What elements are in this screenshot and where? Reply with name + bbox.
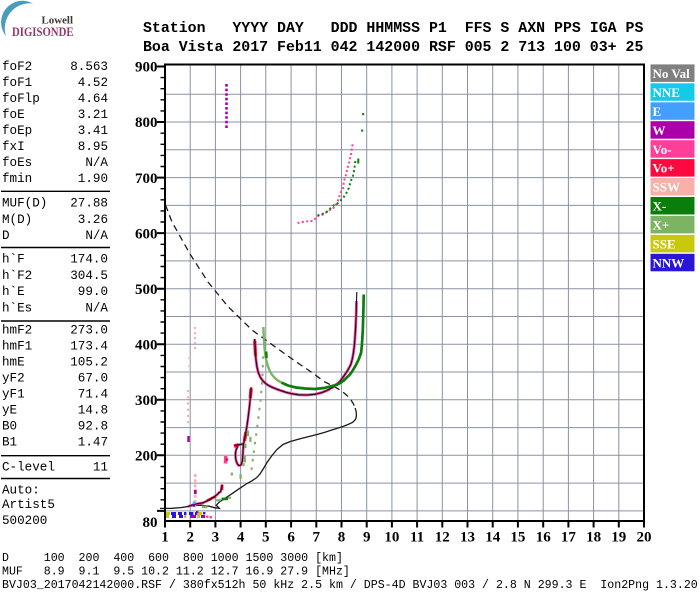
svg-text:27.88: 27.88: [70, 197, 108, 211]
svg-text:h`F: h`F: [2, 253, 25, 267]
svg-text:NNE: NNE: [653, 85, 680, 100]
svg-text:h`F2: h`F2: [2, 269, 32, 283]
svg-text:4: 4: [237, 530, 245, 546]
svg-text:X+: X+: [653, 218, 670, 233]
svg-text:1: 1: [161, 530, 169, 546]
svg-text:N/A: N/A: [85, 301, 108, 315]
svg-text:300: 300: [135, 393, 158, 409]
svg-text:11: 11: [410, 530, 424, 546]
svg-text:80: 80: [143, 515, 158, 531]
svg-text:10: 10: [384, 530, 399, 546]
svg-text:foF2: foF2: [2, 60, 32, 74]
svg-text:Boa Vista 2017 Feb11 042 14200: Boa Vista 2017 Feb11 042 142000 RSF 005 …: [143, 40, 643, 56]
svg-text:16: 16: [536, 530, 552, 546]
svg-text:Artist5: Artist5: [2, 498, 55, 512]
svg-text:MUF(D): MUF(D): [2, 197, 47, 211]
svg-text:foEp: foEp: [2, 124, 32, 138]
svg-text:X-: X-: [653, 199, 667, 214]
svg-text:400: 400: [135, 337, 158, 353]
svg-text:M(D): M(D): [2, 213, 32, 227]
svg-text:1.47: 1.47: [78, 435, 108, 449]
svg-text:8: 8: [338, 530, 346, 546]
svg-text:1.90: 1.90: [78, 172, 108, 186]
svg-text:DIGISONDE: DIGISONDE: [12, 25, 74, 39]
svg-text:71.4: 71.4: [78, 388, 108, 402]
svg-text:3: 3: [212, 530, 220, 546]
svg-text:foF1: foF1: [2, 76, 32, 90]
svg-text:19: 19: [611, 530, 626, 546]
svg-text:13: 13: [460, 530, 475, 546]
svg-text:3.26: 3.26: [78, 213, 108, 227]
svg-text:800: 800: [135, 115, 158, 131]
svg-text:foEs: foEs: [2, 156, 32, 170]
svg-text:Station YYYY DAY DDD HHMMS: Station YYYY DAY DDD HHMMSS P1 FFS S AXN…: [143, 21, 643, 37]
svg-text:BVJ03_2017042142000.RSF / 380f: BVJ03_2017042142000.RSF / 380fx512h 50 k…: [2, 579, 698, 592]
svg-text:173.4: 173.4: [70, 340, 108, 354]
svg-text:700: 700: [135, 171, 158, 187]
svg-text:500: 500: [135, 282, 158, 298]
svg-text:8.95: 8.95: [78, 140, 108, 154]
svg-text:Auto:: Auto:: [2, 483, 40, 497]
svg-text:hmE: hmE: [2, 356, 25, 370]
svg-text:105.2: 105.2: [70, 356, 108, 370]
svg-text:18: 18: [586, 530, 601, 546]
svg-text:h`Es: h`Es: [2, 301, 32, 315]
svg-text:W: W: [653, 123, 666, 138]
svg-text:No Val: No Val: [653, 66, 691, 81]
svg-text:500200: 500200: [2, 514, 47, 528]
svg-text:273.0: 273.0: [70, 324, 108, 338]
svg-text:12: 12: [435, 530, 450, 546]
svg-text:2: 2: [186, 530, 194, 546]
svg-text:92.8: 92.8: [78, 419, 108, 433]
svg-text:3.21: 3.21: [78, 108, 108, 122]
svg-text:6: 6: [287, 530, 295, 546]
svg-text:C-level: C-level: [2, 461, 55, 475]
svg-text:99.0: 99.0: [78, 285, 108, 299]
svg-text:900: 900: [135, 60, 158, 76]
svg-text:20: 20: [637, 530, 652, 546]
svg-text:200: 200: [135, 449, 158, 465]
svg-text:67.0: 67.0: [78, 372, 108, 386]
svg-text:yF1: yF1: [2, 388, 25, 402]
svg-text:B0: B0: [2, 419, 17, 433]
svg-text:fxI: fxI: [2, 140, 25, 154]
svg-text:304.5: 304.5: [70, 269, 108, 283]
svg-text:N/A: N/A: [85, 156, 108, 170]
svg-text:174.0: 174.0: [70, 253, 108, 267]
svg-text:14: 14: [485, 530, 501, 546]
svg-text:hmF2: hmF2: [2, 324, 32, 338]
svg-text:MUF 8.9 9.1 9.5 10.2 11.2: MUF 8.9 9.1 9.5 10.2 11.2 12.7 16.9 27.9…: [2, 566, 350, 579]
svg-text:hmF1: hmF1: [2, 340, 32, 354]
svg-text:11: 11: [93, 461, 108, 475]
svg-text:SSE: SSE: [653, 237, 676, 252]
svg-text:E: E: [653, 104, 662, 119]
svg-text:yF2: yF2: [2, 372, 25, 386]
svg-text:N/A: N/A: [85, 229, 108, 243]
svg-text:B1: B1: [2, 435, 17, 449]
svg-text:D: D: [2, 229, 10, 243]
svg-text:14.8: 14.8: [78, 404, 108, 418]
svg-text:600: 600: [135, 226, 158, 242]
svg-text:NNW: NNW: [653, 255, 685, 270]
svg-text:D 100 200 400 600 800: D 100 200 400 600 800 1000 1500 3000 [km…: [2, 552, 343, 565]
svg-text:yE: yE: [2, 404, 17, 418]
svg-text:4.64: 4.64: [78, 92, 108, 106]
svg-text:9: 9: [363, 530, 371, 546]
svg-text:foFlp: foFlp: [2, 92, 40, 106]
svg-text:4.52: 4.52: [78, 76, 108, 90]
svg-text:5: 5: [262, 530, 270, 546]
svg-text:Vo+: Vo+: [653, 161, 675, 176]
svg-text:Lowell: Lowell: [42, 15, 74, 27]
svg-text:foE: foE: [2, 108, 25, 122]
svg-text:7: 7: [313, 530, 321, 546]
svg-text:fmin: fmin: [2, 172, 32, 186]
svg-text:15: 15: [510, 530, 525, 546]
svg-text:8.563: 8.563: [70, 60, 108, 74]
svg-text:SSW: SSW: [653, 180, 680, 195]
svg-text:3.41: 3.41: [78, 124, 108, 138]
svg-text:17: 17: [561, 530, 577, 546]
svg-text:Vo-: Vo-: [653, 142, 672, 157]
svg-text:h`E: h`E: [2, 285, 25, 299]
